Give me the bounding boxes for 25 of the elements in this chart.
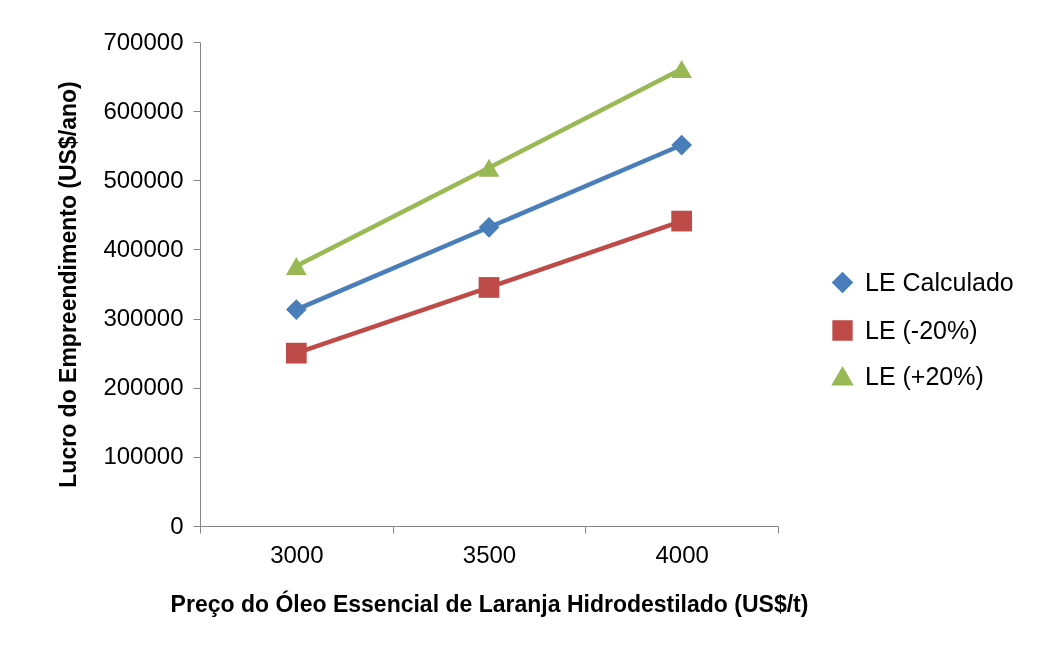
y-tick-label: 400000	[103, 234, 184, 262]
point	[671, 210, 693, 232]
x-tick-label: 4000	[655, 540, 709, 568]
legend-label: LE (+20%)	[865, 361, 984, 390]
y-tick-label: 200000	[103, 373, 184, 401]
point	[671, 59, 693, 78]
y-tick-label: 100000	[103, 442, 184, 470]
point	[671, 134, 693, 156]
x-tick-label: 3500	[462, 540, 517, 568]
point	[285, 257, 307, 275]
point	[478, 277, 500, 298]
point	[285, 342, 307, 364]
y-tick-label: 300000	[103, 304, 184, 332]
x-tick-label: 3000	[270, 540, 324, 568]
point	[478, 158, 500, 177]
y-tick-label: 600000	[103, 96, 184, 124]
y-tick-label: 500000	[103, 165, 184, 193]
point	[285, 299, 307, 320]
y-axis-title: Lucro do Empreendimento (US$/ano)	[55, 81, 82, 488]
legend-label: LE (-20%)	[865, 315, 978, 344]
x-axis-title: Preço do Óleo Essencial de Laranja Hidrodestilado (US$/t)	[170, 589, 809, 617]
y-tick-label: 0	[170, 511, 184, 539]
y-tick-label: 700000	[103, 27, 184, 55]
point	[478, 216, 500, 238]
legend-label: LE Calculado	[865, 267, 1014, 296]
